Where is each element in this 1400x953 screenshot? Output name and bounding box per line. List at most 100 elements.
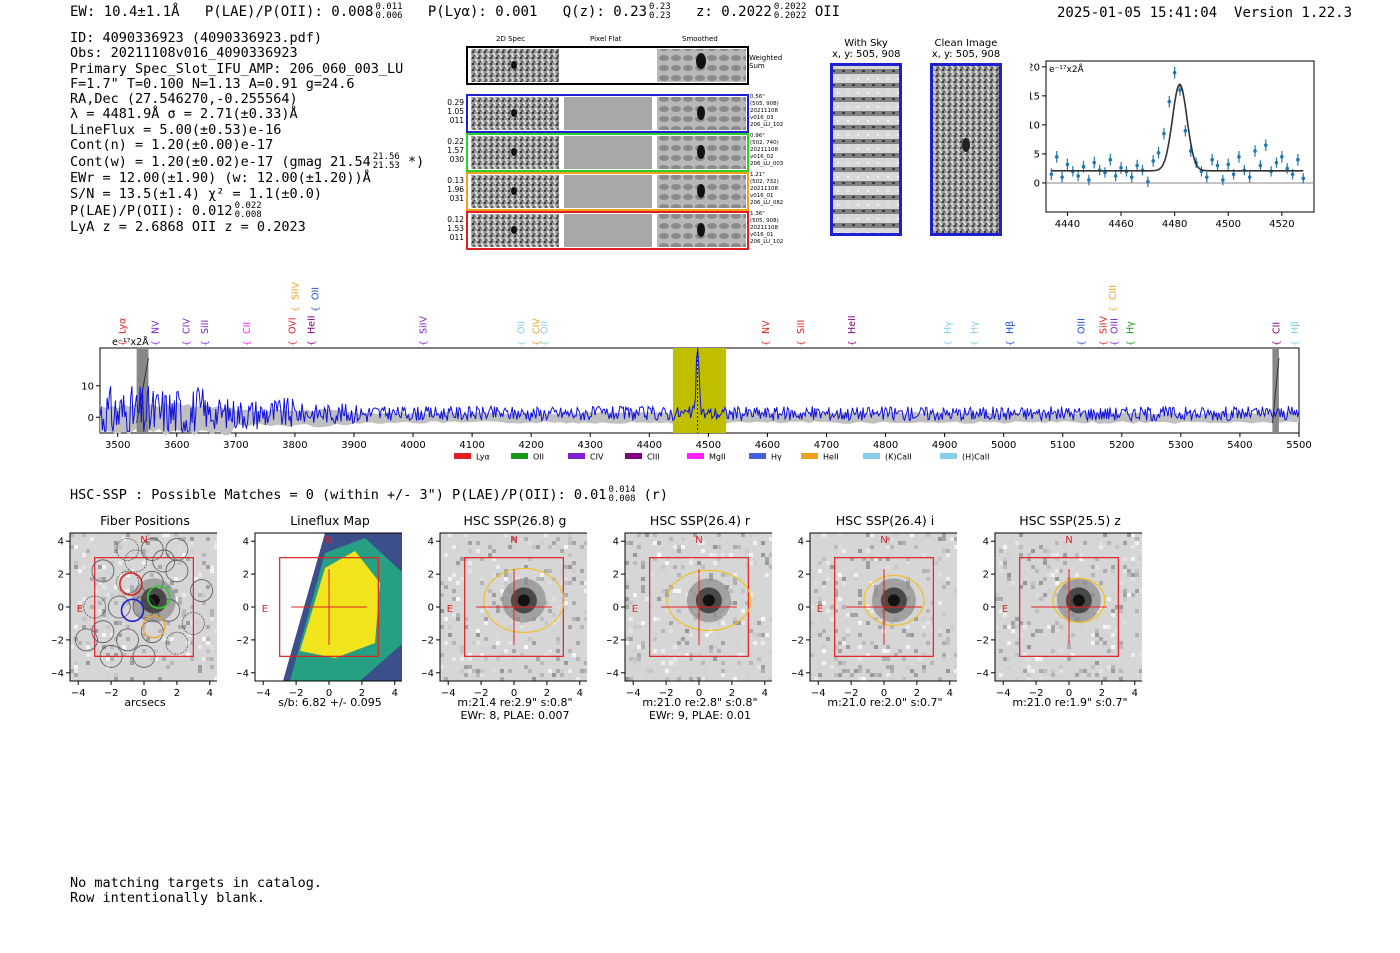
noise-pixel [90,577,94,581]
cont-w-end: *) [407,154,425,171]
noise-pixel [725,585,729,589]
noise-pixel [170,581,174,585]
noise-pixel [568,669,572,673]
noise-pixel [576,657,580,661]
legend-swatch [940,453,957,459]
fiber-circle [132,644,156,668]
legend-swatch [687,453,704,459]
noise-pixel [158,665,162,669]
noise-pixel [1111,613,1115,617]
noise-pixel [910,669,914,673]
noise-pixel [882,649,886,653]
noise-pixel [1007,665,1011,669]
noise-pixel [717,557,721,561]
noise-pixel [649,573,653,577]
cutout-stat: 0.13 [447,176,464,185]
noise-pixel [938,613,942,617]
with-sky-coord: x, y: 505, 908 [832,49,901,60]
noise-pixel [1099,637,1103,641]
noise-pixel [584,661,587,665]
noise-pixel [733,545,737,549]
noise-pixel [653,533,657,537]
fit-data-point [1162,131,1166,136]
noise-pixel [496,573,500,577]
noise-pixel [540,577,544,581]
lower-line-label-text: SiIV [1098,316,1109,334]
lower-line-label-text: Lyα [117,318,128,334]
noise-pixel [894,565,898,569]
noise-pixel [206,561,210,565]
noise-pixel [999,569,1003,573]
cutout-row [466,172,749,211]
noise-pixel [186,621,190,625]
noise-pixel [999,561,1003,565]
plae-header: P(LAE)/P(OII): 0.008 [204,4,374,20]
panel-x-tick-label: −2 [104,688,119,699]
noise-pixel [1031,585,1035,589]
noise-pixel [1011,569,1015,573]
lower-line-label: SiIV{ [419,316,430,346]
noise-pixel [894,653,898,657]
noise-pixel [625,641,629,645]
noise-pixel [689,633,693,637]
lower-line-label-brace: { [518,340,528,346]
noise-pixel [741,641,745,645]
noise-pixel [938,677,942,681]
noise-pixel [468,541,472,545]
noise-pixel [1075,553,1079,557]
noise-pixel [870,641,874,645]
noise-pixel [508,625,512,629]
noise-pixel [725,557,729,561]
noise-pixel [544,621,548,625]
noise-pixel [878,641,882,645]
noise-pixel [733,577,737,581]
noise-pixel [1091,633,1095,637]
noise-pixel [1103,533,1107,537]
cutout-source [697,184,705,198]
noise-pixel [858,633,862,637]
noise-pixel [178,653,182,657]
noise-pixel [886,645,890,649]
noise-pixel [922,617,926,621]
cutout-spec-source [511,109,517,117]
noise-pixel [653,649,657,653]
noise-pixel [681,637,685,641]
noise-pixel [1131,593,1135,597]
noise-pixel [1107,665,1111,669]
noise-pixel [681,565,685,569]
noise-pixel [512,545,516,549]
noise-pixel [476,633,480,637]
noise-pixel [761,665,765,669]
noise-pixel [999,673,1003,677]
noise-pixel [689,561,693,565]
noise-pixel [98,609,102,613]
noise-pixel [641,621,645,625]
noise-pixel [504,581,508,585]
noise-pixel [580,625,584,629]
noise-pixel [452,641,456,645]
north-label: N [695,535,702,546]
noise-pixel [625,605,629,609]
lower-line-label-brace: { [1272,340,1282,346]
noise-pixel [504,573,508,577]
panel-title: Lineflux Map [290,513,370,528]
noise-pixel [126,601,130,605]
noise-pixel [673,657,677,661]
aperture-box [834,557,934,657]
noise-pixel [1099,669,1103,673]
noise-pixel [1095,661,1099,665]
noise-pixel [1015,625,1019,629]
noise-pixel [552,613,556,617]
noise-pixel [170,633,174,637]
east-label: E [817,604,823,615]
noise-pixel [822,533,826,537]
noise-pixel [854,577,858,581]
noise-pixel [452,545,456,549]
noise-pixel [709,553,713,557]
source-nucleus [702,594,715,607]
noise-pixel [146,637,150,641]
noise-pixel [653,617,657,621]
noise-pixel [444,585,448,589]
cutout-meta-line: 1.21" [750,172,765,178]
noise-pixel [942,549,946,553]
